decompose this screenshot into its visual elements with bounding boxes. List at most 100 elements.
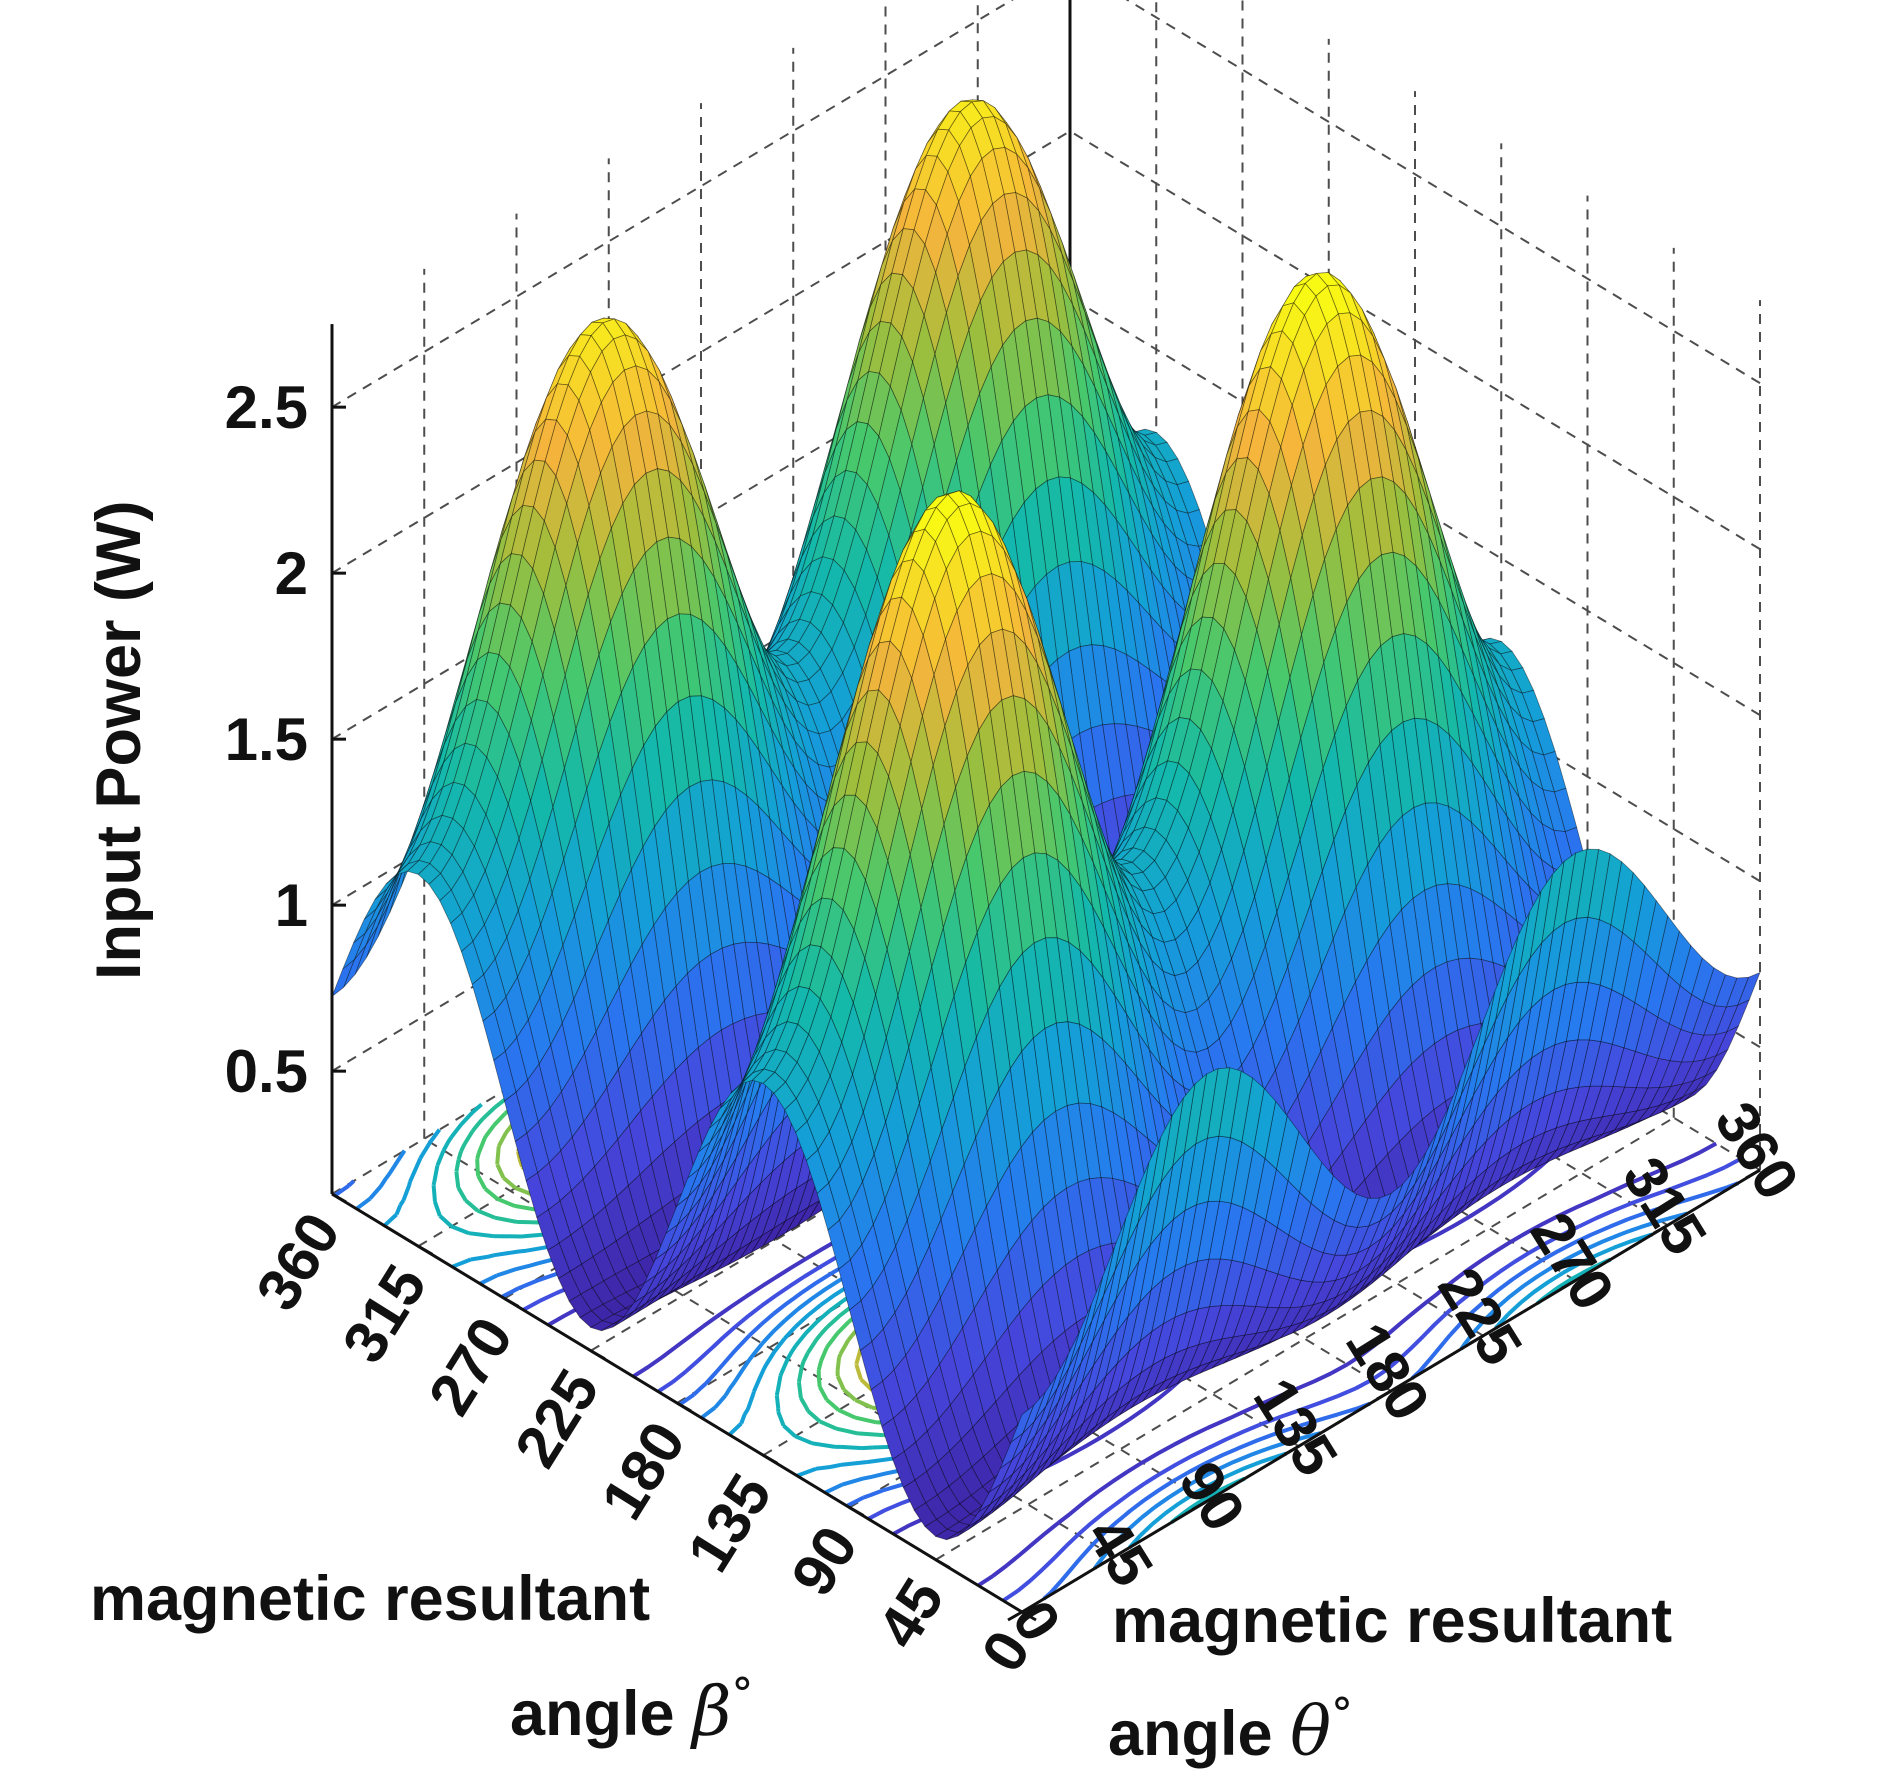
surface-patch <box>477 563 501 631</box>
surface-patch <box>1282 282 1307 307</box>
surface-patch <box>1146 693 1170 762</box>
surface-patch <box>485 775 509 842</box>
surface-patch <box>1122 802 1146 842</box>
surface-patch <box>670 1277 694 1294</box>
surface-patch <box>1163 939 1187 977</box>
y-axis-degree: ° <box>1331 1689 1353 1740</box>
surface-patch <box>682 1270 705 1288</box>
surface-patch <box>1343 980 1367 1068</box>
surface-patch <box>1176 826 1200 882</box>
surface-patch <box>1601 1085 1626 1118</box>
surface-patch <box>420 787 444 832</box>
grid-line-z <box>1069 130 1761 551</box>
x-tick-mark <box>935 1558 951 1570</box>
z-axis-title: Input Power (W) <box>84 501 154 980</box>
z-tick-label: 2.5 <box>225 374 308 441</box>
surface-patch <box>430 781 455 821</box>
surface-patch <box>1257 420 1282 496</box>
x-tick-mark <box>848 1506 865 1517</box>
surface-patch <box>460 940 485 986</box>
surface-patch <box>364 892 388 934</box>
surface-patch <box>418 841 442 864</box>
surface-patch <box>647 351 671 401</box>
surface-patch <box>1178 668 1202 720</box>
surface-patch <box>1324 438 1349 531</box>
surface-patch <box>1247 366 1272 412</box>
surface-patch <box>534 383 558 433</box>
surface-patch <box>736 664 760 751</box>
surface-patch <box>812 477 836 537</box>
surface-patch <box>724 645 749 736</box>
surface-patch <box>536 1209 560 1251</box>
z-tick-label: 0.5 <box>225 1038 308 1105</box>
surface-patch <box>1225 411 1249 474</box>
surface-patch <box>1223 573 1247 652</box>
surface-patch <box>1191 522 1215 597</box>
surface-patch <box>1214 426 1238 500</box>
surface-patch <box>1256 579 1280 673</box>
surface-patch <box>1135 718 1159 790</box>
surface-patch <box>550 1022 574 1093</box>
surface-patch <box>1121 826 1146 852</box>
surface-patch <box>442 742 466 789</box>
surface-patch <box>374 873 398 900</box>
surface-patch <box>1157 676 1181 740</box>
surface-patch <box>1220 886 1244 961</box>
surface-patch <box>640 1095 664 1165</box>
surface-patch <box>628 1109 652 1176</box>
surface-patch <box>1168 626 1192 695</box>
surface-patch <box>453 698 478 750</box>
y-axis-title: magnetic resultant angle θ° <box>1108 1586 1672 1772</box>
surface-patch <box>478 538 502 615</box>
surface-patch <box>1134 766 1158 815</box>
surface-patch <box>1430 1213 1454 1236</box>
surface-patch <box>1166 762 1190 812</box>
surface-patch <box>1123 779 1147 833</box>
x-tick-label: 315 <box>329 1254 439 1374</box>
surface-patch <box>463 745 488 797</box>
surface-patch <box>1575 848 1600 919</box>
surface-patch <box>1120 847 1145 863</box>
y-tick-label: 315 <box>1610 1146 1720 1266</box>
surface-patch <box>462 845 486 897</box>
surface-patch <box>727 555 751 619</box>
x-tick-label: 360 <box>243 1201 353 1321</box>
surface-patch <box>1292 314 1316 372</box>
surface-patch <box>385 863 409 885</box>
surface-patch <box>737 598 761 676</box>
x-tick-mark <box>503 1297 520 1308</box>
y-axis-title-line2: angle θ° <box>1108 1689 1353 1772</box>
surface-patch <box>343 945 367 988</box>
x-tick-label: 135 <box>674 1463 784 1583</box>
x-tick-label: 225 <box>502 1358 612 1478</box>
surface-patch <box>1280 342 1305 407</box>
surface-patch <box>1413 802 1437 891</box>
surface-patch <box>439 889 463 925</box>
surface-patch <box>1714 1004 1739 1036</box>
surface-patch <box>1588 984 1613 1042</box>
surface-patch <box>1726 999 1750 1033</box>
x-axis-title: magnetic resultant angle β° <box>90 1564 753 1752</box>
surface-patch <box>1154 799 1179 841</box>
surface-patch <box>1237 368 1261 427</box>
x-tick-label: 180 <box>588 1410 698 1530</box>
surface-patch <box>914 154 938 191</box>
surface-patch <box>486 712 510 778</box>
surface-patch <box>466 611 490 678</box>
x-tick-label: 270 <box>416 1306 526 1426</box>
surface-patch <box>734 786 758 872</box>
surface-patch <box>1068 646 1092 734</box>
surface-patch <box>1124 761 1148 826</box>
surface-patch <box>1331 1003 1356 1087</box>
surface-patch <box>440 817 465 856</box>
surface-patch <box>716 1249 740 1271</box>
surface-patch <box>1423 966 1447 1045</box>
surface-patch <box>525 1172 549 1219</box>
surface-patch <box>396 860 420 875</box>
surface-patch <box>1164 855 1189 901</box>
x-axis-symbol: β <box>689 1673 731 1752</box>
surface-patch <box>739 588 763 647</box>
surface-patch <box>429 814 454 846</box>
surface-patch <box>1260 305 1284 352</box>
